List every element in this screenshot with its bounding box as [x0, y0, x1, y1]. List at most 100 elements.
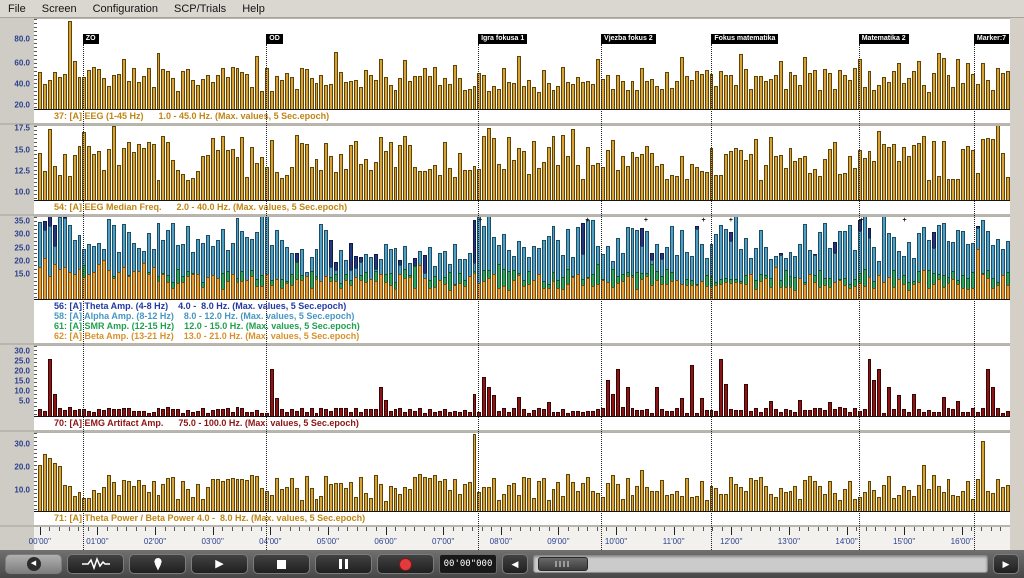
eeg-median-freq-bar	[813, 168, 818, 200]
theta-beta-ratio-bar	[571, 481, 576, 511]
bar-group	[457, 217, 462, 299]
eeg-amplitude-bar	[823, 68, 827, 109]
rewind-button[interactable]: ◀	[5, 554, 62, 574]
emg-artifact-amp-bar	[788, 409, 793, 416]
eeg-median-freq-bar	[753, 139, 758, 200]
pause-button[interactable]	[315, 554, 372, 574]
eeg-median-freq-bar	[995, 126, 1000, 200]
eeg-median-freq-bar	[77, 146, 82, 200]
emg-artifact-amp-bar	[423, 412, 428, 416]
channel-labels-p1: 37: [A] EEG (1-45 Hz) 1.0 - 45.0 Hz. (Ma…	[34, 110, 1010, 123]
eeg-median-freq-bar	[235, 156, 240, 200]
time-tick-label: 02'00''	[143, 537, 167, 546]
theta-beta-ratio-bar	[215, 479, 220, 511]
alpha-amp-bar	[521, 246, 526, 299]
eeg-median-freq-bar	[176, 169, 181, 200]
eeg-amplitude-bar	[981, 63, 985, 109]
eeg-amplitude-bar	[1000, 73, 1005, 109]
beta-amp-bar	[763, 277, 768, 299]
theta-beta-ratio-bar	[724, 493, 729, 511]
menu-screen[interactable]: Screen	[41, 2, 77, 15]
emg-artifact-amp-bar	[117, 409, 121, 416]
theta-beta-ratio-bar	[679, 495, 684, 511]
beta-amp-bar	[591, 285, 595, 299]
record-button[interactable]	[377, 554, 434, 574]
scroll-left-button[interactable]: ◀	[502, 554, 528, 574]
beta-amp-bar	[773, 267, 778, 299]
eeg-amplitude-bar	[852, 68, 857, 109]
eeg-amplitude-bar	[62, 74, 67, 109]
signal-view-button[interactable]	[67, 554, 124, 574]
emg-artifact-amp-bar	[235, 407, 240, 416]
stop-button[interactable]	[253, 554, 310, 574]
eeg-amplitude-bar	[828, 73, 832, 109]
beta-amp-bar	[749, 273, 753, 299]
eeg-amplitude-bar	[225, 77, 230, 109]
emg-artifact-amp-bar	[279, 409, 284, 416]
theta-beta-ratio-bar	[521, 477, 526, 511]
beta-amp-bar	[255, 285, 260, 299]
eeg-median-freq-bar	[284, 175, 289, 200]
theta-beta-ratio-bar	[778, 487, 783, 511]
eeg-amplitude-bar	[645, 81, 650, 109]
eeg-amplitude-bar	[704, 69, 709, 109]
emg-artifact-amp-bar	[971, 408, 976, 416]
emg-artifact-amp-bar	[941, 396, 946, 416]
theta-beta-ratio-bar	[670, 493, 674, 511]
bar-group	[117, 217, 121, 299]
beta-amp-bar	[112, 278, 116, 299]
timeline-scrollbar[interactable]	[533, 555, 988, 573]
alpha-amp-bar	[536, 247, 541, 299]
bar-group	[403, 217, 408, 299]
alpha-amp-bar	[477, 217, 482, 299]
eeg-median-freq-bar	[502, 168, 507, 200]
play-button[interactable]: ▶	[191, 554, 248, 574]
scrollbar-thumb[interactable]	[538, 557, 588, 571]
alpha-amp-bar	[630, 228, 635, 299]
theta-beta-ratio-bar	[279, 488, 284, 511]
eeg-amplitude-bar	[640, 68, 645, 109]
bar-group	[872, 217, 877, 299]
alpha-amp-bar	[551, 225, 556, 299]
emg-artifact-amp-bar	[1000, 412, 1005, 416]
theta-beta-ratio-bar	[42, 453, 47, 511]
beta-amp-bar	[847, 287, 852, 299]
emg-artifact-amp-bar	[793, 412, 798, 416]
emg-artifact-amp-bar	[828, 402, 832, 416]
beta-amp-bar	[512, 279, 516, 299]
bar-group	[630, 217, 635, 299]
bar-group	[976, 217, 981, 299]
eeg-amplitude-bar	[586, 81, 590, 109]
alpha-amp-bar	[744, 238, 748, 299]
eeg-median-freq-bar	[181, 173, 186, 200]
alpha-amp-bar	[758, 229, 763, 299]
beta-amp-bar	[857, 282, 862, 299]
theta-beta-ratio-bar	[92, 490, 97, 511]
eeg-amplitude-bar	[526, 79, 531, 109]
scroll-right-button[interactable]: ▶	[993, 554, 1019, 574]
bar-group	[660, 217, 665, 299]
alpha-amp-bar	[981, 220, 985, 299]
bar-group	[714, 217, 719, 299]
emg-artifact-amp-bar	[240, 407, 245, 416]
beta-amp-bar	[729, 282, 734, 299]
menu-help[interactable]: Help	[242, 2, 265, 15]
eeg-amplitude-bar	[803, 56, 808, 109]
eeg-median-freq-bar	[828, 148, 832, 200]
eeg-amplitude-bar	[867, 70, 872, 109]
beta-amp-bar	[82, 277, 87, 299]
bar-group	[368, 217, 373, 299]
bar-group	[556, 217, 561, 299]
menu-scp-trials[interactable]: SCP/Trials	[174, 2, 227, 15]
eeg-amplitude-bar	[595, 58, 600, 109]
beta-amp-bar	[383, 282, 388, 299]
eeg-amplitude-bar	[911, 70, 916, 109]
emg-artifact-amp-bar	[916, 408, 921, 416]
eeg-median-freq-bar	[117, 165, 121, 200]
place-marker-button[interactable]	[129, 554, 186, 574]
eeg-median-freq-bar	[275, 171, 279, 200]
bar-group	[867, 217, 872, 299]
menu-configuration[interactable]: Configuration	[92, 2, 159, 15]
emg-artifact-amp-bar	[349, 411, 353, 416]
menu-file[interactable]: File	[8, 2, 26, 15]
